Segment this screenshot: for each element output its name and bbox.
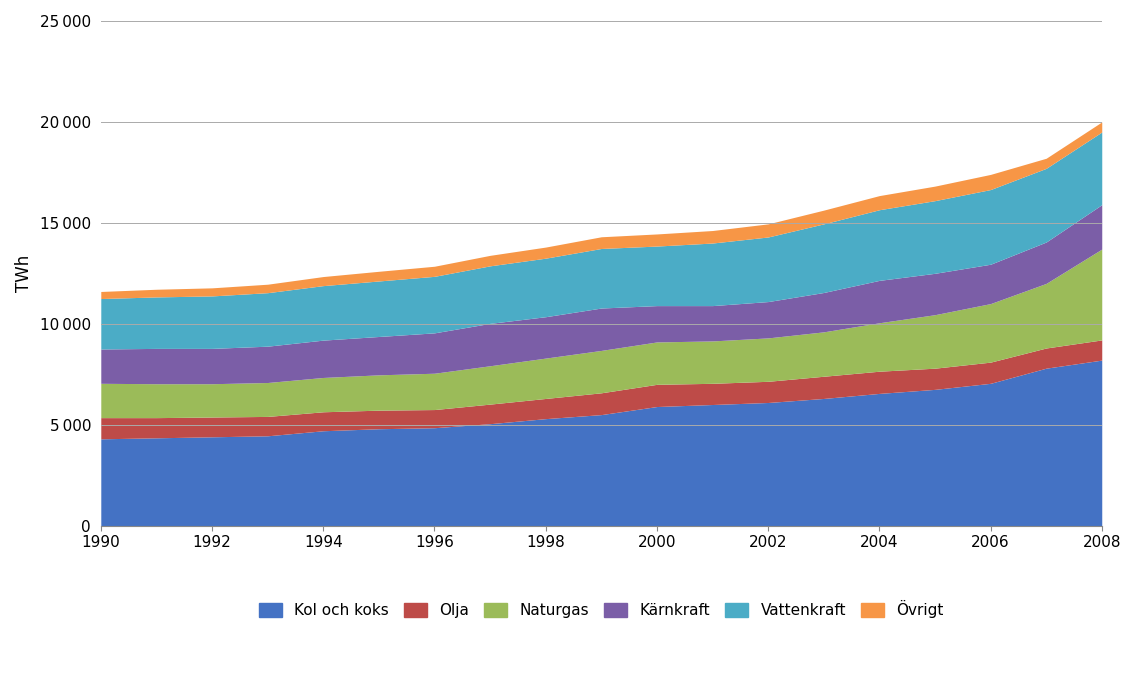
Legend: Kol och koks, Olja, Naturgas, Kärnkraft, Vattenkraft, Övrigt: Kol och koks, Olja, Naturgas, Kärnkraft,… [252,594,950,624]
Y-axis label: TWh: TWh [15,254,33,292]
